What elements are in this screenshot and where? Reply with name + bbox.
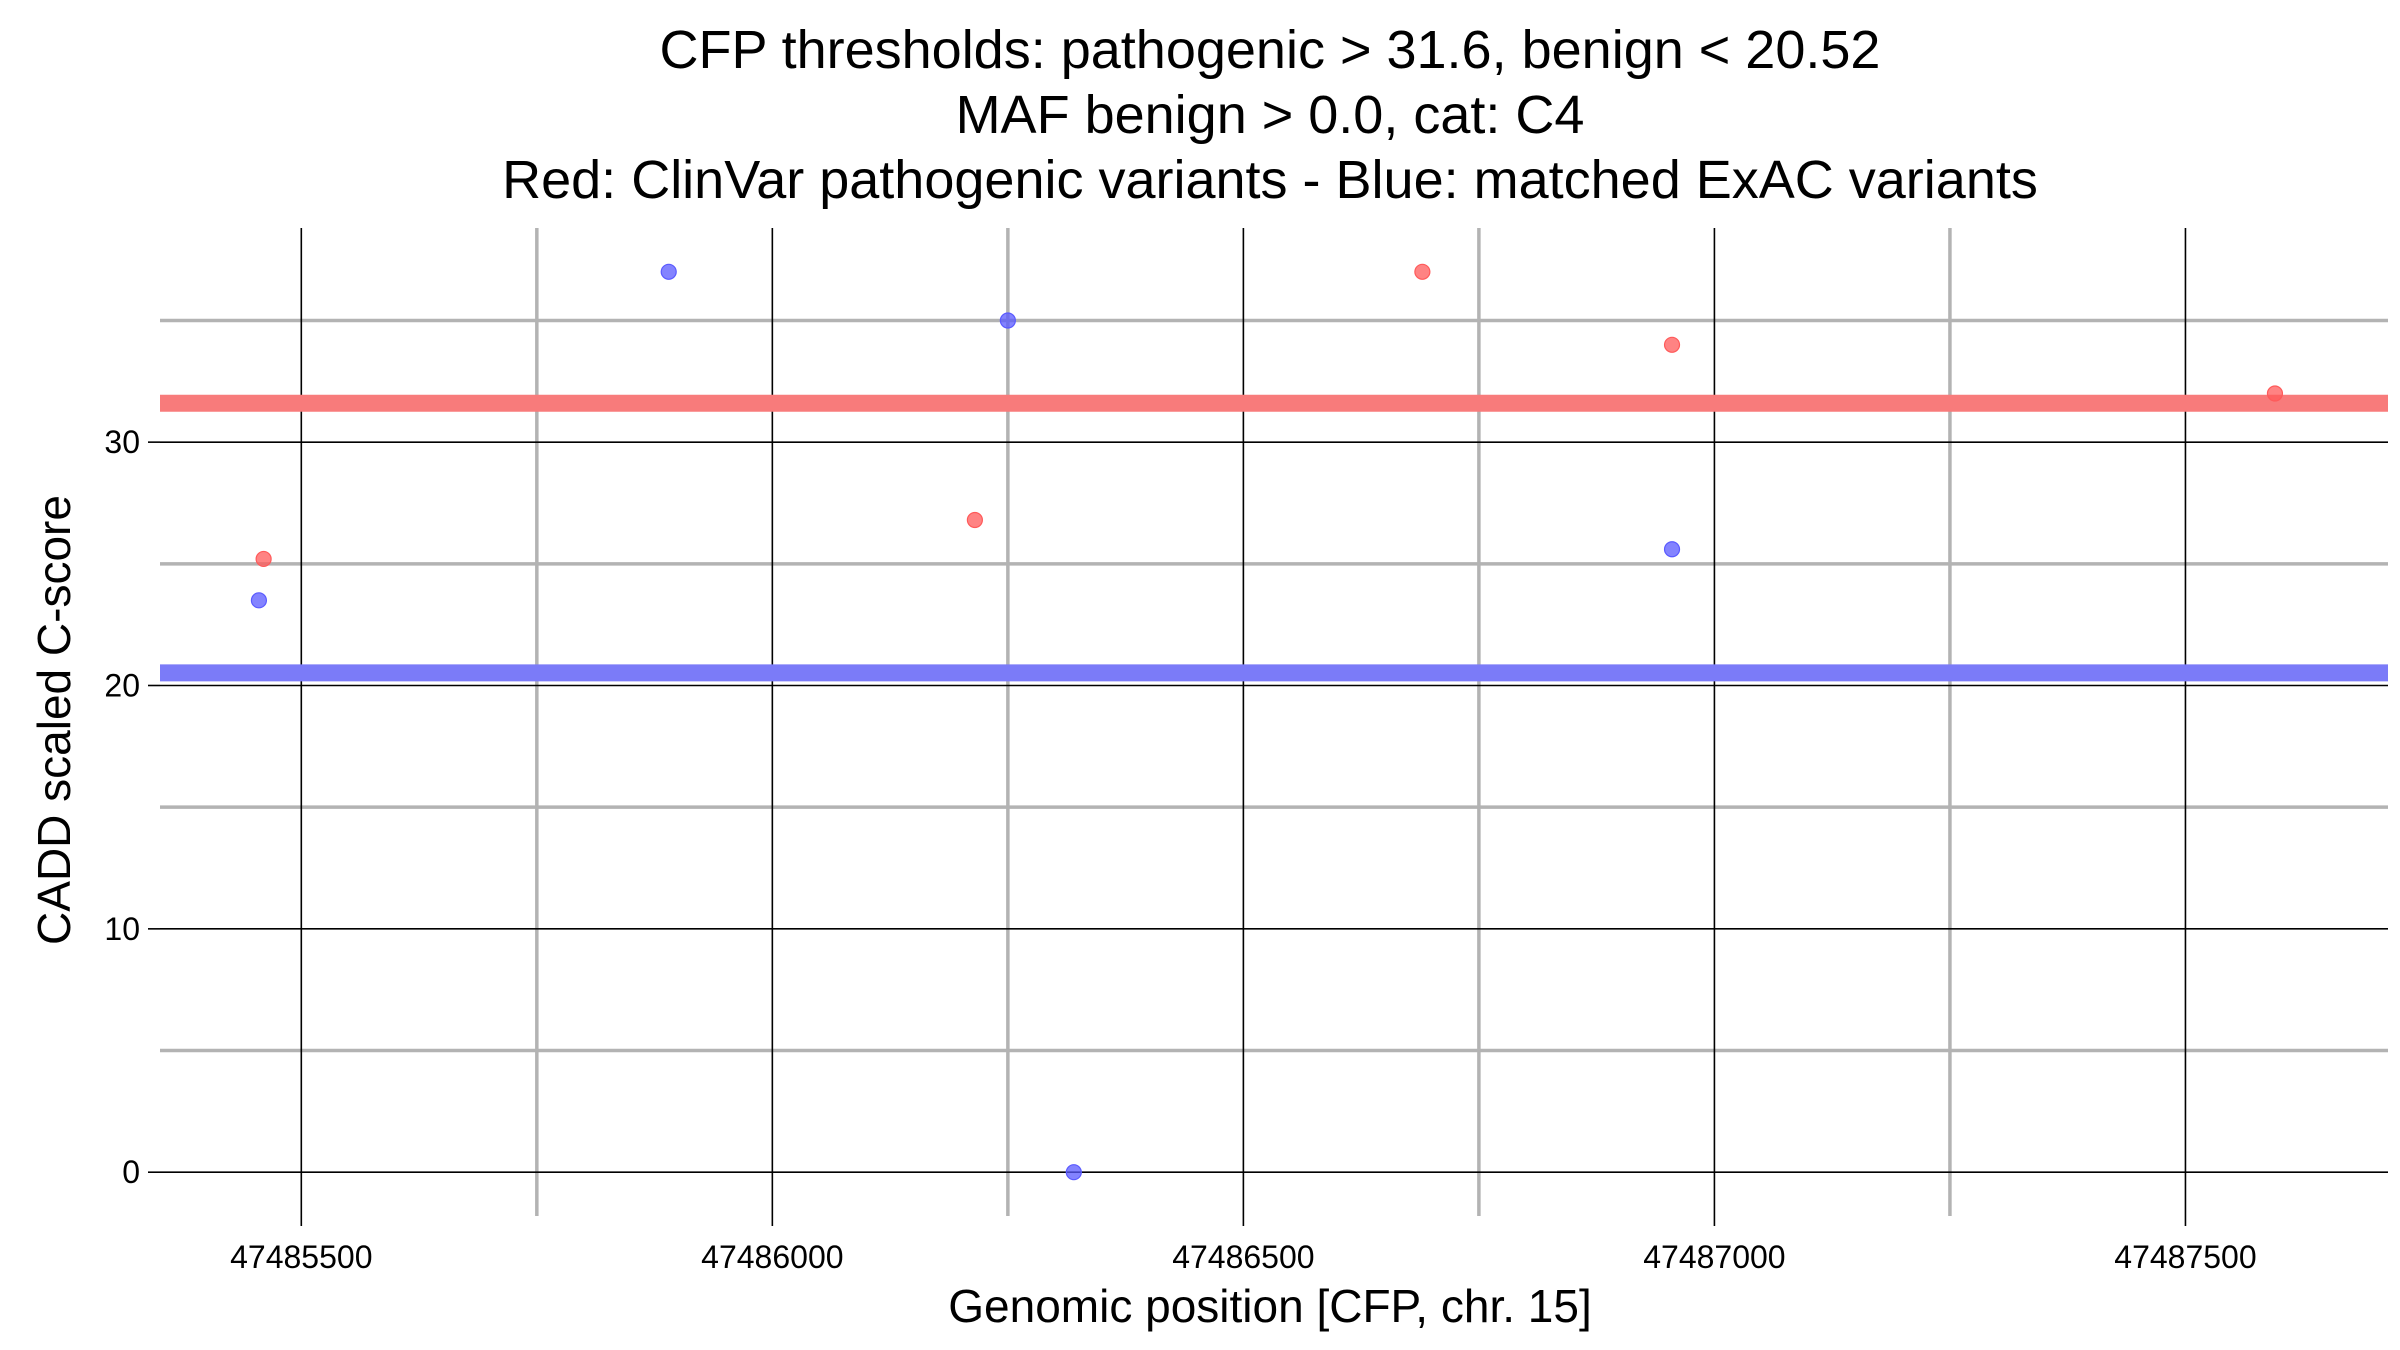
chart-title-line-3: Red: ClinVar pathogenic variants - Blue:… [502, 150, 2038, 210]
data-point-series-1 [999, 312, 1016, 329]
y-axis-ticks: 0 10 20 30 [104, 424, 160, 1190]
data-point-series-1 [1065, 1164, 1082, 1181]
chart-title-line-1: CFP thresholds: pathogenic > 31.6, benig… [660, 20, 1881, 80]
y-tick-label: 20 [104, 667, 140, 703]
y-axis-title: CADD scaled C-score [28, 495, 80, 945]
data-point-series-0 [1414, 263, 1431, 280]
x-axis-ticks: 47485500 47486000 47486500 47487000 47487500 [230, 1216, 2257, 1275]
x-axis-title: Genomic position [CFP, chr. 15] [948, 1280, 1591, 1332]
data-point-series-0 [255, 550, 272, 568]
y-tick-label: 30 [104, 424, 140, 460]
minor-gridlines [160, 228, 2388, 1216]
chart-title: CFP thresholds: pathogenic > 31.6, benig… [502, 20, 2038, 210]
data-point-series-0 [966, 511, 983, 529]
threshold-lines [160, 394, 2388, 682]
x-tick-label: 47486500 [1172, 1239, 1314, 1275]
data-point-series-1 [660, 263, 677, 280]
data-point-series-1 [1663, 541, 1681, 558]
x-tick-label: 47485500 [230, 1239, 372, 1275]
x-tick-label: 47487000 [1643, 1239, 1785, 1275]
data-point-series-1 [250, 592, 268, 609]
data-point-series-0 [2266, 385, 2284, 402]
x-tick-label: 47486000 [701, 1239, 843, 1275]
x-tick-label: 47487500 [2114, 1239, 2256, 1275]
y-tick-label: 0 [122, 1154, 140, 1190]
major-gridlines [160, 228, 2388, 1216]
data-point-series-0 [1663, 336, 1681, 353]
chart-title-line-2: MAF benign > 0.0, cat: C4 [956, 85, 1585, 145]
data-points [250, 263, 2284, 1181]
y-tick-label: 10 [104, 911, 140, 947]
